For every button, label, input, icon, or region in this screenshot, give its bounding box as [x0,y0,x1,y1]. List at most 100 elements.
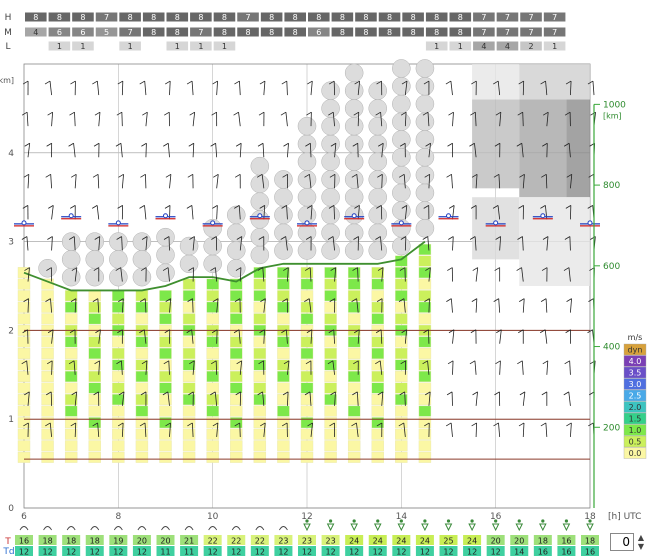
surface-t-value: 16 [561,537,571,546]
thermal-cell [347,336,361,348]
cloud-cover-cell [283,26,307,38]
wind-barb [304,391,311,396]
wind-barb [27,298,30,313]
x-tick-label: 6 [21,512,27,522]
cloud-cover-value: 7 [528,28,533,37]
wind-barb [210,267,216,271]
cloud-puff [392,94,411,114]
thermal-cell [17,301,31,313]
wind-barb [423,205,429,209]
weather-symbol [517,519,521,523]
chevron-up-icon[interactable]: ▲ [637,533,645,542]
wind-barb [521,143,524,158]
cloud-puff [297,152,317,171]
cloud-cover-cell [71,40,95,52]
thermal-cell [418,359,432,371]
legend-entry-label: 1.5 [629,415,642,424]
wind-barb [587,80,594,85]
wind-barb [448,329,455,334]
thermal-cell [41,301,54,313]
wind-barb [357,267,359,282]
y-right-tick-label: 200 [603,423,620,433]
wind-barb [446,173,452,178]
wind-barb [545,81,548,96]
chevron-down-icon[interactable]: ▼ [637,542,645,551]
wind-barb [257,267,264,271]
wind-barb [518,422,525,427]
thermal-cell [347,278,361,290]
thermal-cell [230,417,243,429]
weather-symbol [184,526,194,531]
surface-t-value: 19 [113,537,123,546]
wind-barb [51,205,54,220]
cloud-cover-cell [47,26,72,38]
wind-barb [97,174,100,189]
thermal-cell [88,440,101,452]
cloud-cover-value: 1 [198,42,203,51]
wind-barb [517,111,523,116]
legend-color-swatch [623,401,647,413]
weather-symbol [231,526,241,531]
thermal-cell [230,359,243,371]
wind-barb [494,142,501,147]
wind-barb [98,236,101,251]
wind-barb [427,360,430,375]
surface-td-cell [180,546,199,556]
cloud-puff [392,201,411,220]
thermal-cell [159,290,172,302]
legend-color-swatch [623,378,647,390]
wind-barb [140,298,146,302]
wind-barb [235,142,242,147]
wind-barb [191,81,194,96]
thermal-cell [253,440,267,452]
wind-barb [93,391,99,396]
cloud-cover-value: 8 [293,13,298,22]
thermal-cell [230,290,243,302]
cloud-cover-cell [542,26,567,38]
wind-barb [424,391,431,396]
zoom-stepper[interactable]: ▲ ▼ [636,533,646,551]
surface-td-cell [510,546,529,556]
weather-symbol [564,519,569,523]
cloud-cover-cell [401,26,425,38]
wind-barb [281,422,288,427]
wind-barb [423,80,430,85]
cloud-puff [392,59,411,78]
wind-barb [328,329,334,334]
wind-barb [566,298,572,302]
cloud-cover-cell [401,40,425,52]
surface-t-cell [62,535,81,545]
wind-barb [306,329,313,334]
surface-t-cell [15,535,33,545]
thermal-cell [230,428,243,440]
cloud-puff [321,170,340,189]
wind-barb [74,112,76,127]
weather-symbol [208,526,218,531]
cloud-puff [250,245,270,265]
thermal-cell [206,336,219,348]
thermal-cell [182,451,196,463]
freezing-level-marker [115,220,121,226]
wind-barb [236,360,242,365]
surface-t-cell [557,535,576,545]
wind-barb [212,422,219,427]
thermal-cell [371,313,384,325]
legend-color-swatch [623,412,647,425]
thermal-cell [371,347,384,359]
wind-barb [546,236,549,251]
wind-barb [285,236,288,251]
surface-td-cell [298,546,316,556]
wind-barb [475,174,478,189]
thermal-cell [418,267,432,279]
cloud-cover-cell [542,40,567,52]
thermal-cell [206,313,219,325]
thermal-cell [88,417,101,429]
thermal-cell [135,382,149,394]
wind-barb [570,174,573,189]
wind-barb [96,81,100,96]
zoom-input[interactable]: 0 [610,533,634,551]
cloud-cover-cell [495,26,520,38]
thermal-cell [206,301,219,313]
weather-symbol [328,519,333,523]
surface-t-cell [533,535,552,545]
